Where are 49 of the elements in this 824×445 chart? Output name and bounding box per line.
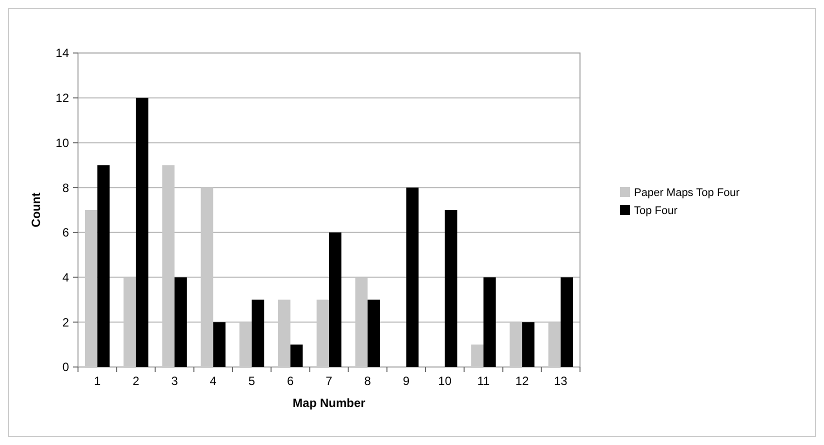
- x-tick-label: 8: [364, 374, 372, 388]
- legend-label: Top Four: [634, 204, 678, 217]
- x-tick-label: 9: [402, 374, 410, 388]
- x-tick-label: 5: [248, 374, 256, 388]
- bar: [84, 210, 98, 367]
- bar: [200, 188, 214, 367]
- x-axis-title: Map Number: [292, 396, 366, 410]
- x-tick-label: 6: [287, 374, 294, 388]
- y-tick-label: 0: [62, 360, 70, 374]
- bar: [239, 322, 252, 367]
- bar: [355, 277, 368, 367]
- bar: [406, 188, 419, 367]
- bar: [213, 322, 226, 367]
- bar: [510, 322, 522, 367]
- bar: [316, 300, 329, 367]
- bar: [444, 210, 458, 367]
- bar: [252, 300, 264, 367]
- bar: [560, 277, 574, 367]
- y-tick-label: 8: [62, 180, 70, 195]
- y-tick-label: 2: [62, 315, 70, 330]
- y-axis-title: Count: [29, 192, 43, 228]
- bar: [162, 165, 175, 367]
- x-tick-label: 2: [132, 374, 140, 388]
- x-tick-label: 10: [438, 374, 452, 388]
- bar: [290, 344, 303, 367]
- y-tick-label: 12: [56, 91, 70, 106]
- bar: [278, 300, 290, 367]
- bar: [136, 98, 148, 367]
- y-tick-label: 6: [62, 226, 70, 240]
- bar: [174, 277, 187, 367]
- bar: [483, 277, 496, 367]
- y-tick-label: 10: [56, 136, 70, 150]
- bar: [368, 300, 380, 367]
- bar: [548, 322, 561, 367]
- x-tick-label: 12: [515, 374, 530, 388]
- legend-label: Paper Maps Top Four: [634, 186, 740, 199]
- bar: [124, 277, 136, 367]
- x-tick-label: 1: [94, 374, 101, 388]
- y-tick-label: 4: [62, 270, 70, 284]
- bar: [471, 344, 484, 367]
- bar: [522, 322, 534, 367]
- y-tick-label: 14: [56, 46, 70, 60]
- bar: [329, 232, 342, 367]
- bar: [97, 165, 110, 367]
- x-tick-label: 7: [326, 374, 333, 388]
- x-tick-label: 4: [210, 374, 217, 388]
- x-tick-label: 3: [171, 374, 178, 388]
- x-tick-label: 11: [477, 374, 490, 388]
- x-tick-label: 13: [554, 374, 568, 388]
